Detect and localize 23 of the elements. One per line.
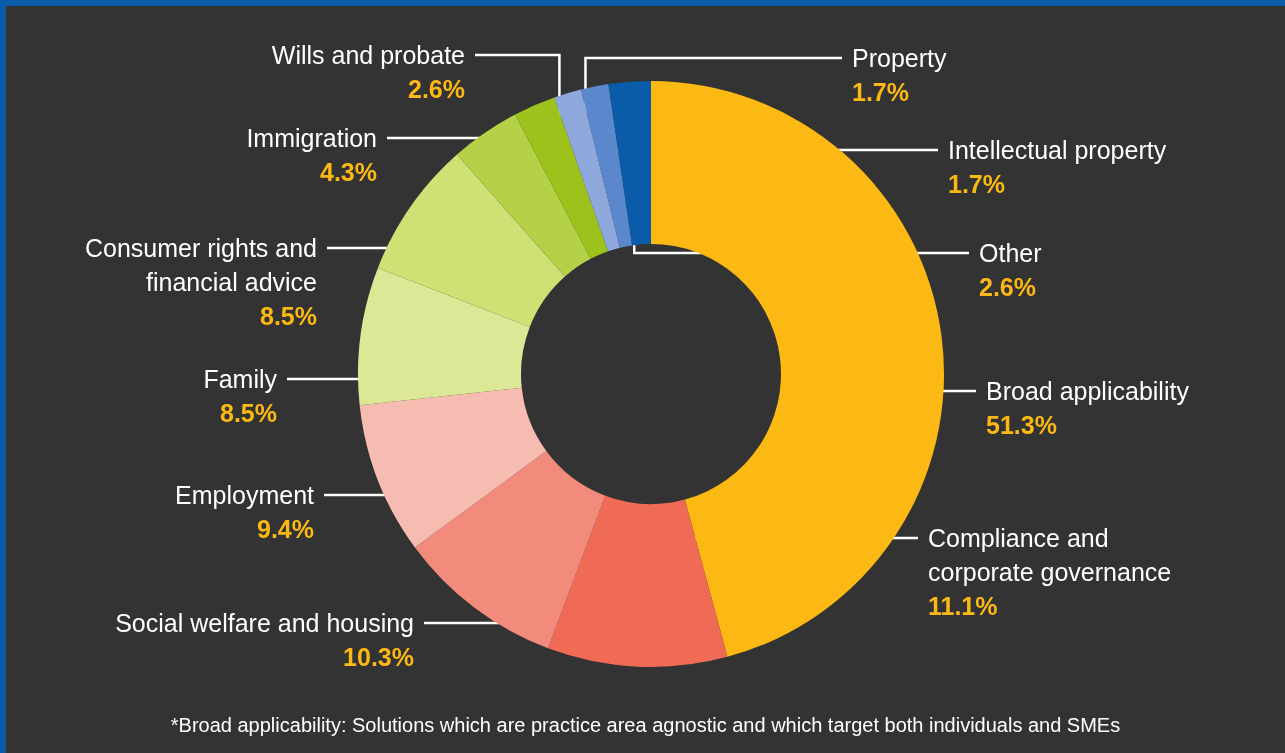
data-label: 2.6%	[979, 273, 1036, 301]
data-label: 1.7%	[852, 78, 909, 106]
data-label: 8.5%	[260, 302, 317, 330]
slice-label: Compliance and corporate governance	[928, 524, 1172, 586]
data-label: 8.5%	[220, 399, 277, 427]
slice-label: Social welfare and housing	[115, 609, 414, 637]
slice-label: Consumer rights and financial advice	[84, 234, 317, 296]
slice-label: Immigration	[246, 124, 377, 152]
data-label: 11.1%	[928, 592, 998, 620]
data-label: 51.3%	[986, 411, 1057, 439]
data-label: 4.3%	[320, 158, 377, 186]
data-label: 2.6%	[408, 75, 465, 103]
slice-label: Property	[852, 44, 947, 72]
slice-label: Wills and probate	[271, 41, 465, 69]
text: *Broad applicability: Solutions which are practice area agnostic and which target both individuals and SMEs	[170, 714, 1121, 736]
slice-label: Family	[203, 365, 278, 393]
slice-label: Intellectual property	[948, 136, 1167, 164]
data-label: 9.4%	[257, 515, 314, 543]
data-label: 10.3%	[343, 643, 414, 671]
data-label: 1.7%	[948, 170, 1005, 198]
slice-label: Other	[979, 239, 1042, 267]
slice-label: Broad applicability	[986, 377, 1190, 405]
slice-label: Employment	[175, 481, 315, 509]
